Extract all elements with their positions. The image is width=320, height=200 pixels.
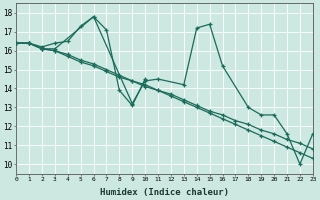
X-axis label: Humidex (Indice chaleur): Humidex (Indice chaleur)	[100, 188, 229, 197]
